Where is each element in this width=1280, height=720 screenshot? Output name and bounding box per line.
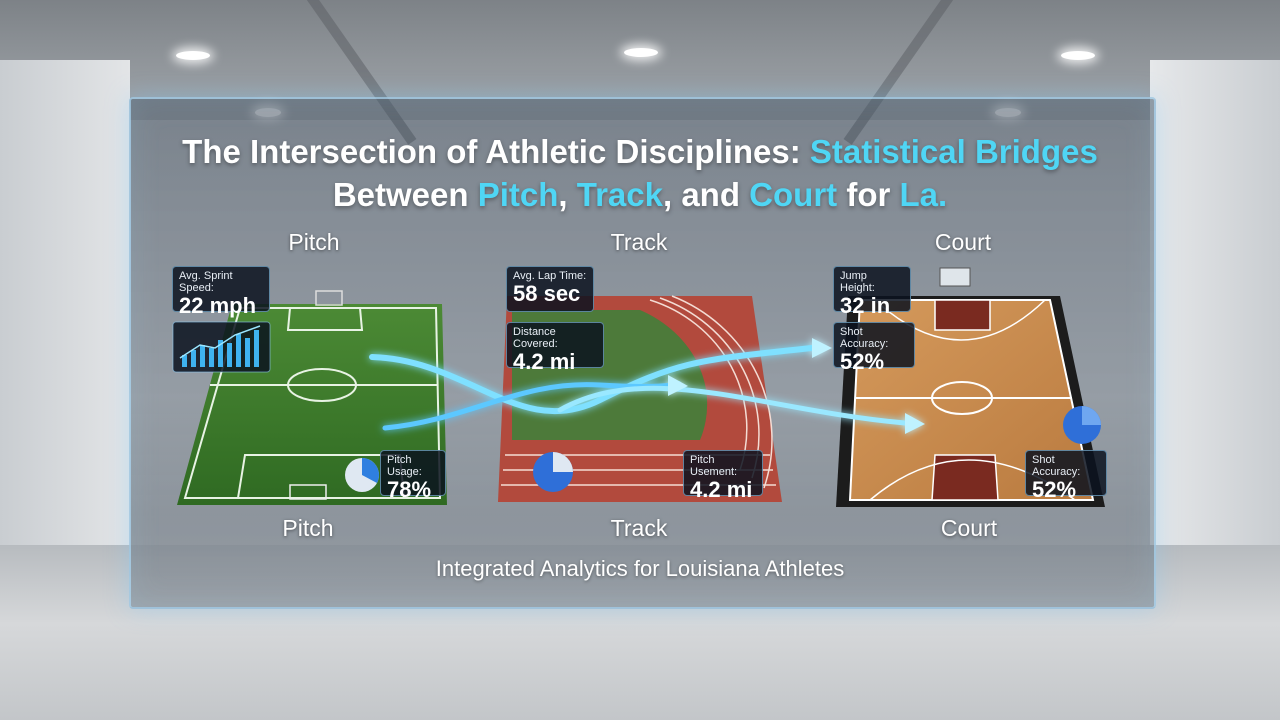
pitch-usement-stat: Pitch Usement: 4.2 mi	[683, 450, 763, 502]
ceiling-light	[624, 48, 658, 57]
title-highlight: Court	[749, 176, 838, 213]
data-flow-arrows	[369, 338, 925, 434]
jump-height-stat: Jump Height: 32 in	[833, 266, 911, 318]
stat-value: 78%	[387, 477, 432, 502]
track-top-label: Track	[610, 229, 668, 255]
distance-stat: Distance Covered: 4.2 mi	[506, 322, 604, 374]
stat-value: 58 sec	[513, 281, 581, 306]
goal-icon	[289, 484, 327, 500]
stat-value: 22 mph	[179, 293, 257, 318]
title-highlight: Track	[576, 176, 663, 213]
title-text: , and	[662, 176, 750, 213]
stat-label: Pitch Usement:	[690, 454, 738, 478]
title-highlight: La.	[899, 176, 948, 213]
stat-value: 52%	[840, 349, 885, 374]
stat-label: Shot Accuracy:	[1032, 454, 1081, 478]
pie-chart-icon	[1063, 406, 1101, 444]
pie-chart-icon	[345, 458, 379, 492]
page-title: The Intersection of Athletic Disciplines…	[0, 130, 1280, 216]
shot-accuracy-stat: Shot Accuracy: 52%	[1025, 450, 1107, 502]
shot-accuracy-stat: Shot Accuracy: 52%	[833, 322, 915, 374]
pitch-usage-stat: Pitch Usage: 78%	[380, 450, 446, 502]
stat-value: 4.2 mi	[690, 477, 753, 502]
stat-label: Shot Accuracy:	[840, 326, 889, 350]
pitch-top-label: Pitch	[288, 229, 340, 255]
sprint-speed-stat: Avg. Sprint Speed: 22 mph	[172, 266, 270, 318]
stat-label: Avg. Lap Time:	[513, 270, 587, 282]
ceiling-light	[176, 51, 210, 60]
backboard-icon	[939, 267, 971, 287]
lap-time-stat: Avg. Lap Time: 58 sec	[506, 266, 594, 312]
title-highlight: Pitch	[477, 176, 559, 213]
stat-value: 4.2 mi	[513, 349, 576, 374]
title-highlight: Statistical Bridges	[809, 133, 1098, 170]
bar-chart-icon	[172, 321, 271, 373]
stat-label: Avg. Sprint Speed:	[179, 270, 233, 294]
left-wall	[0, 60, 130, 580]
title-text: The Intersection of Athletic Disciplines…	[182, 133, 810, 170]
court-top-label: Court	[934, 229, 992, 255]
pie-chart-icon	[533, 452, 573, 492]
subtitle: Integrated Analytics for Louisiana Athle…	[435, 556, 845, 581]
ceiling-light	[1061, 51, 1095, 60]
stat-value: 32 in	[840, 293, 891, 318]
title-text: ,	[558, 176, 577, 213]
goal-icon	[315, 290, 343, 306]
stat-label: Pitch Usage:	[387, 454, 422, 478]
stat-value: 52%	[1032, 477, 1077, 502]
title-text: for	[837, 176, 900, 213]
title-text: Between	[332, 176, 478, 213]
pitch-bottom-label: Pitch	[282, 515, 334, 541]
track-bottom-label: Track	[610, 515, 668, 541]
right-wall	[1150, 60, 1280, 580]
court-bottom-label: Court	[940, 515, 998, 541]
stat-label: Distance Covered:	[513, 326, 558, 350]
stat-label: Jump Height:	[840, 270, 875, 294]
